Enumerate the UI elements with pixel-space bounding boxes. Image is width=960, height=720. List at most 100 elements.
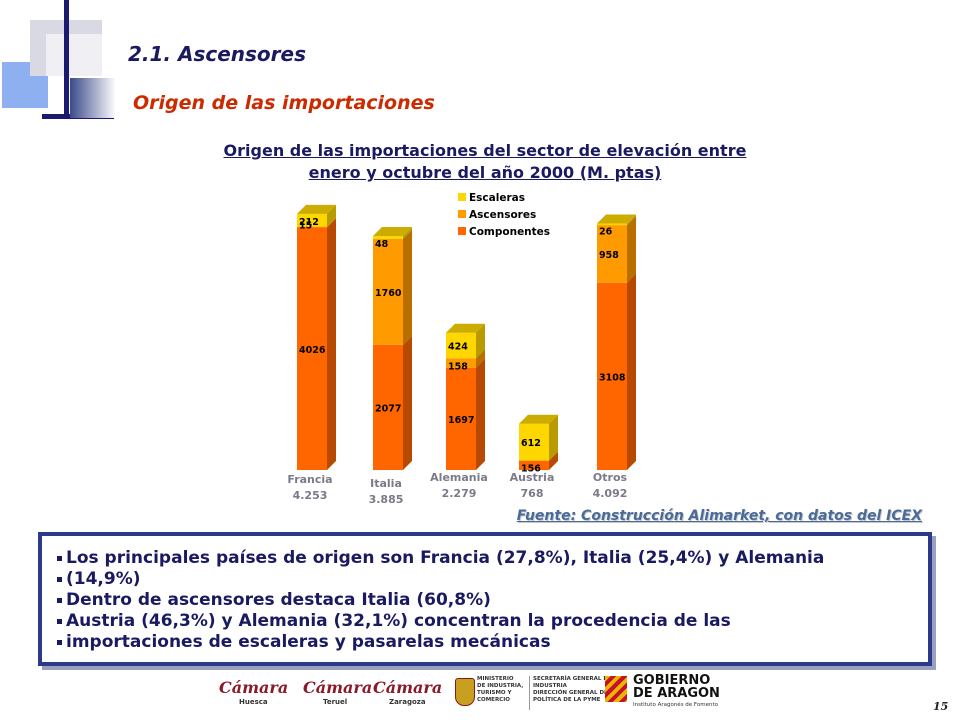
category-total-label: 2.279: [442, 487, 477, 500]
bar-side-austria: [549, 414, 558, 461]
category-total-label: 4.253: [293, 489, 328, 502]
summary-box: Los principales países de origen son Fra…: [38, 532, 932, 666]
bar-side-francia: [327, 217, 336, 228]
ministry-line: DE INDUSTRIA,: [477, 683, 524, 689]
data-label: 1697: [448, 415, 474, 426]
data-label: 158: [448, 361, 468, 372]
coat-of-arms-icon: [455, 678, 475, 706]
bullet-item: Los principales países de origen son Fra…: [57, 548, 928, 569]
bar-top-italia: [373, 226, 412, 236]
logo-gobierno-aragon: GOBIERNO DE ARAGON Instituto Aragonés de…: [605, 674, 725, 712]
logo-camara-teruel-city: Teruel: [323, 698, 348, 706]
chart-source: Fuente: Construcción Alimarket, con dato…: [516, 508, 922, 524]
gobierno-aragon-sub: Instituto Aragonés de Fomento: [633, 702, 719, 708]
header-square-white: [46, 34, 102, 76]
data-label: 1760: [375, 288, 402, 299]
logo-camara-zaragoza-name: Cámara: [373, 678, 443, 697]
ministry-line: MINISTERIO: [477, 676, 514, 682]
header-decoration: [0, 0, 130, 125]
bar-side-italia: [403, 335, 412, 470]
data-label: 424: [448, 341, 468, 352]
legend-swatch-escaleras: [458, 193, 466, 201]
logo-camara-teruel: Cámara Teruel: [299, 672, 373, 708]
data-label: 4026: [299, 345, 326, 356]
category-total-label: 768: [521, 487, 544, 500]
bar-segment-escaleras-otros: [597, 223, 627, 226]
data-label: 26: [599, 227, 613, 238]
bar-segment-escaleras-italia: [373, 235, 403, 239]
aragon-flag-icon: [605, 676, 627, 702]
chart-title-line-2: enero y octubre del año 2000 (M. ptas): [308, 163, 662, 182]
bar-side-austria: [549, 451, 558, 470]
bullet-continuation: importaciones de escaleras y pasarelas m…: [57, 632, 928, 653]
secretaria-line: SECRETARÍA GENERAL DE: [533, 676, 612, 682]
category-label: Otros: [593, 471, 628, 484]
bar-top-austria: [519, 414, 558, 424]
bar-side-otros: [627, 273, 636, 470]
legend-swatch-componentes: [458, 227, 466, 235]
bar-side-otros: [627, 216, 636, 283]
bullet-item: Austria (46,3%) y Alemania (32,1%) conce…: [57, 611, 928, 632]
bar-segment-ascensores-italia: [373, 238, 403, 345]
summary-list: Los principales países de origen son Fra…: [42, 536, 928, 653]
gobierno-aragon-line-1: GOBIERNO: [633, 673, 711, 688]
legend-label: Componentes: [469, 226, 550, 238]
bar-segment-componentes-francia: [297, 227, 327, 470]
header-bar-vertical: [64, 0, 69, 118]
data-label: 958: [599, 250, 619, 261]
logo-camara-huesca-name: Cámara: [219, 678, 289, 697]
bar-side-alemania: [476, 358, 485, 470]
bar-top-francia: [297, 204, 336, 214]
logo-camara-zaragoza: Cámara Zaragoza: [369, 672, 443, 708]
bar-side-francia: [327, 204, 336, 227]
bar-segment-escaleras-austria: [519, 423, 549, 461]
legend-label: Ascensores: [469, 209, 536, 221]
bar-segment-escaleras-francia: [297, 213, 327, 227]
header-gradient: [70, 78, 116, 118]
secretaria-line: INDUSTRIA: [533, 683, 567, 689]
data-label: 612: [521, 438, 541, 449]
slide-subtitle: Origen de las importaciones: [133, 92, 435, 114]
bar-segment-ascensores-francia: [297, 226, 327, 228]
chart-title-line-1: Origen de las importaciones del sector d…: [223, 141, 747, 160]
bar-segment-componentes-alemania: [446, 367, 476, 470]
category-label: Francia: [287, 473, 332, 486]
data-label: 212: [299, 217, 319, 228]
category-total-label: 4.092: [593, 487, 628, 500]
data-label: 15: [299, 221, 312, 232]
logo-secretaria: SECRETARÍA GENERAL DE INDUSTRIA DIRECCIÓ…: [529, 676, 613, 710]
logo-ministerio: MINISTERIO DE INDUSTRIA, TURISMO Y COMER…: [455, 676, 527, 710]
chart-title: Origen de las importaciones del sector d…: [130, 140, 840, 184]
bar-top-alemania: [446, 323, 485, 333]
bar-side-alemania: [476, 323, 485, 359]
bullet-continuation: (14,9%): [57, 569, 928, 590]
bar-segment-escaleras-alemania: [446, 332, 476, 359]
logo-camara-zaragoza-city: Zaragoza: [389, 698, 426, 706]
legend-swatch-ascensores: [458, 210, 466, 218]
bar-side-otros: [627, 214, 636, 226]
logo-camara-teruel-name: Cámara: [303, 678, 373, 697]
ministry-text: MINISTERIO DE INDUSTRIA, TURISMO Y COMER…: [477, 676, 523, 704]
chart-legend: Escaleras Ascensores Componentes: [458, 192, 550, 238]
bar-side-francia: [327, 218, 336, 470]
secretaria-line: DIRECCIÓN GENERAL DE: [533, 690, 608, 696]
category-label: Italia: [370, 477, 402, 490]
category-label: Alemania: [430, 471, 488, 484]
logo-camara-huesca: Cámara Huesca: [215, 672, 289, 708]
category-total-label: 3.885: [369, 493, 404, 506]
bar-segment-componentes-italia: [373, 344, 403, 470]
bar-side-italia: [403, 229, 412, 345]
data-label: 48: [375, 239, 389, 250]
data-label: 2077: [375, 403, 401, 414]
ministry-line: COMERCIO: [477, 697, 510, 703]
bar-segment-componentes-austria: [519, 460, 549, 470]
secretaria-line: POLÍTICA DE LA PYME: [533, 697, 601, 703]
gobierno-aragon-line-2: DE ARAGON: [633, 686, 720, 701]
data-label: 156: [521, 464, 541, 475]
section-title: 2.1. Ascensores: [128, 42, 307, 66]
ministry-line: TURISMO Y: [477, 690, 512, 696]
bar-segment-ascensores-alemania: [446, 358, 476, 368]
bullet-item: Dentro de ascensores destaca Italia (60,…: [57, 590, 928, 611]
bar-segment-ascensores-otros: [597, 225, 627, 283]
